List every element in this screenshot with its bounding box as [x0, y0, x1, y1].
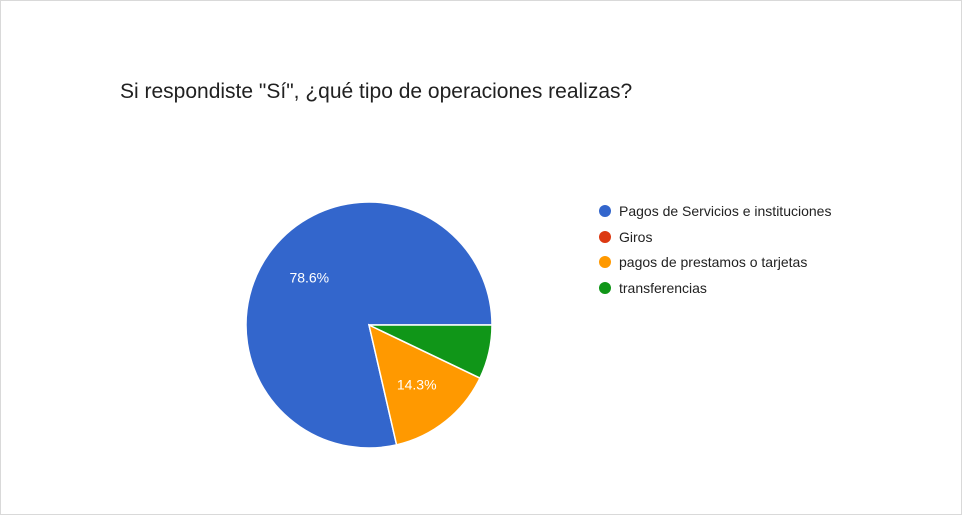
pie-data-label-2: 14.3%	[397, 377, 437, 393]
chart-legend: Pagos de Servicios e instituciones Giros p…	[599, 201, 831, 303]
legend-item-3[interactable]: transferencias	[599, 278, 831, 298]
legend-item-0[interactable]: Pagos de Servicios e instituciones	[599, 201, 831, 221]
legend-swatch-icon	[599, 281, 611, 294]
legend-label: transferencias	[619, 279, 707, 296]
legend-swatch-icon	[599, 256, 611, 268]
pie-slice-3[interactable]	[368, 324, 493, 380]
legend-item-1[interactable]: Giros	[599, 227, 831, 247]
legend-swatch-icon	[599, 230, 611, 243]
pie-data-label-0: 78.6%	[289, 270, 329, 286]
chart-title: Si respondiste "Sí", ¿qué tipo de operac…	[120, 80, 633, 103]
legend-item-2[interactable]: pagos de prestamos o tarjetas	[599, 252, 831, 272]
pie-slice-2[interactable]	[367, 323, 481, 446]
legend-swatch-icon	[599, 205, 611, 217]
legend-label: Giros	[619, 228, 653, 245]
legend-label: pagos de prestamos o tarjetas	[619, 254, 808, 270]
legend-label: Pagos de Servicios e instituciones	[619, 203, 832, 219]
